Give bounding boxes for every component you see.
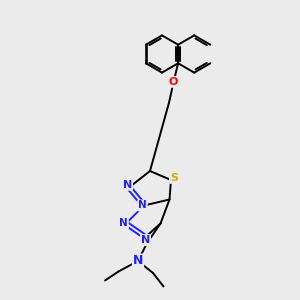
Text: O: O	[169, 77, 178, 87]
Text: N: N	[119, 218, 128, 229]
Text: N: N	[138, 200, 147, 211]
Text: S: S	[170, 173, 178, 183]
Text: N: N	[133, 254, 143, 268]
Text: N: N	[141, 235, 150, 245]
Text: N: N	[123, 180, 132, 190]
